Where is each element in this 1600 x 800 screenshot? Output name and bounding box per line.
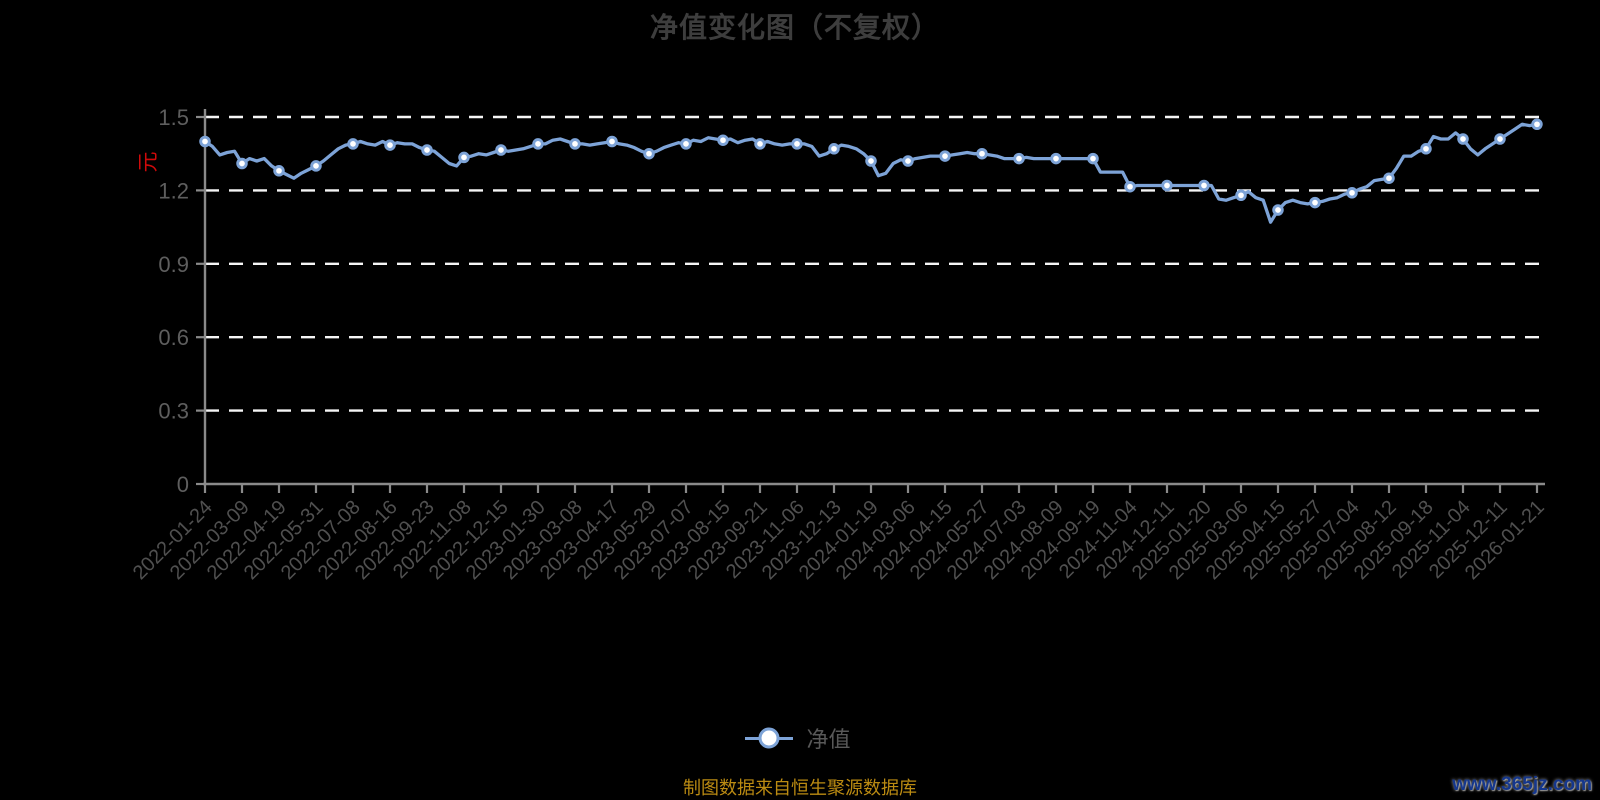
netvalue-point[interactable] [1272,204,1284,216]
netvalue-point[interactable] [347,138,359,150]
netvalue-point[interactable] [273,165,285,177]
netvalue-line [203,122,1539,224]
legend-line-dot-marker [745,726,794,750]
netvalue-point[interactable] [1235,189,1247,202]
netvalue-point[interactable] [1198,179,1210,192]
netvalue-point[interactable] [1457,133,1469,145]
netvalue-point[interactable] [199,135,211,148]
legend-dot-icon [758,727,780,749]
netvalue-point[interactable] [1161,179,1173,192]
netvalue-point[interactable] [902,155,914,167]
y-tick-label: 1.5 [158,105,189,130]
data-source-note: 制图数据来自恒生聚源数据库 [683,778,917,798]
netvalue-point[interactable] [1309,196,1321,209]
netvalue-point[interactable] [939,150,951,162]
netvalue-point[interactable] [532,138,544,150]
netvalue-point[interactable] [828,143,840,155]
netvalue-point[interactable] [236,157,248,170]
y-unit-label: 元 [137,152,160,173]
netvalue-point[interactable] [421,144,433,156]
netvalue-point[interactable] [1087,152,1099,165]
netvalue-point[interactable] [1124,180,1136,193]
y-tick-label: 0 [177,472,189,497]
netvalue-point[interactable] [643,147,655,160]
legend: 净值 [0,722,1596,754]
netvalue-point[interactable] [791,138,803,150]
netvalue-point[interactable] [1346,187,1358,199]
netvalue-point[interactable] [1050,152,1062,165]
netvalue-point[interactable] [1383,172,1395,184]
netvalue-point[interactable] [1531,118,1543,131]
netvalue-point[interactable] [310,160,322,172]
legend-label: 净值 [806,727,851,752]
netvalue-point[interactable] [384,139,396,151]
y-tick-label: 0.3 [158,399,189,424]
y-tick-label: 1.2 [158,178,189,203]
legend-item-netvalue[interactable]: 净值 [745,722,851,754]
netvalue-point[interactable] [569,138,581,150]
netvalue-point[interactable] [458,151,470,164]
netvalue-point[interactable] [976,147,988,160]
netvalue-point[interactable] [680,138,692,150]
chart-title: 净值变化图（不复权） [649,12,940,43]
y-tick-label: 0.6 [158,325,189,350]
watermark: www.365jz.com [1452,774,1592,795]
netvalue-point[interactable] [1494,133,1506,145]
y-tick-label: 0.9 [158,252,189,277]
netvalue-point[interactable] [717,134,729,146]
netvalue-point[interactable] [495,144,507,156]
netvalue-point[interactable] [1013,152,1025,165]
netvalue-point[interactable] [754,138,766,150]
netvalue-point[interactable] [865,155,877,167]
netvalue-point[interactable] [606,135,618,148]
netvalue-point[interactable] [1420,143,1432,155]
